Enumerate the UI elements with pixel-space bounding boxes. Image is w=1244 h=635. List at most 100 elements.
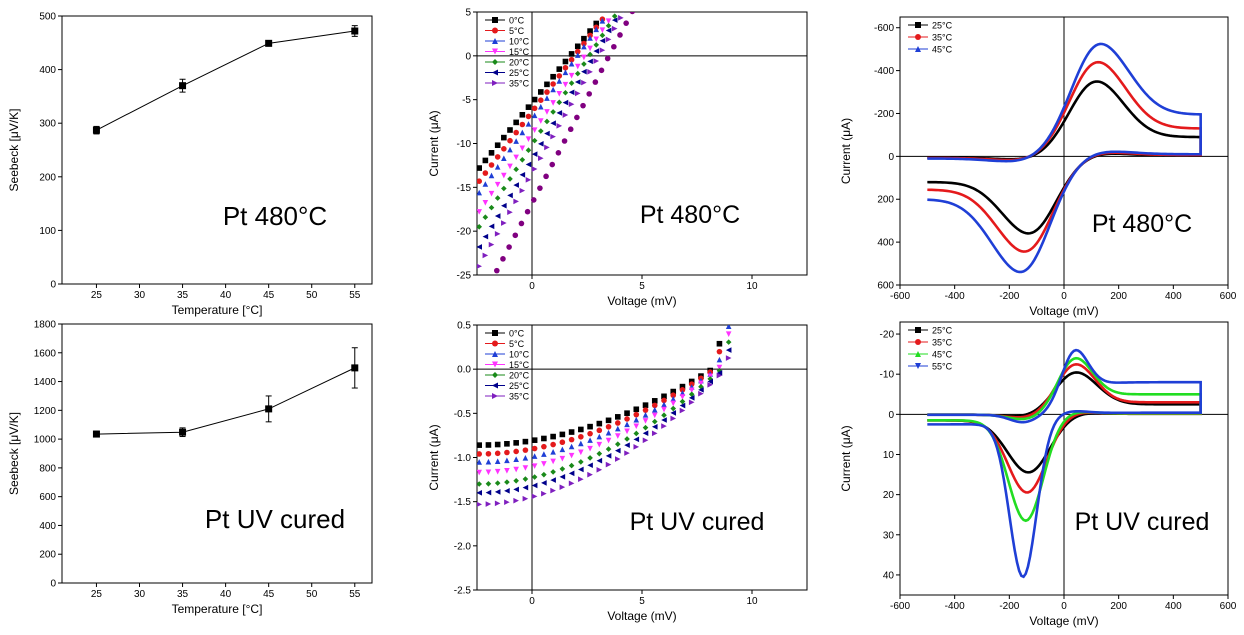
- data-point: [596, 433, 603, 440]
- data-point: [556, 66, 563, 72]
- y-tick-label: -10: [457, 139, 472, 150]
- x-tick-label: 40: [220, 290, 232, 301]
- data-point: [661, 406, 667, 413]
- data-point: [488, 172, 495, 179]
- data-point: [477, 451, 482, 457]
- data-point: [477, 209, 482, 215]
- data-point: [651, 406, 658, 413]
- data-point: [507, 146, 513, 153]
- data-point: [494, 480, 501, 486]
- data-point: [504, 457, 510, 464]
- data-point: [504, 449, 510, 456]
- data-point: [698, 380, 704, 387]
- y-tick-label: 600: [39, 492, 56, 503]
- legend-entry: 35°C: [932, 33, 953, 43]
- legend-marker: [492, 361, 498, 368]
- data-point: [550, 477, 556, 483]
- data-point: [587, 69, 593, 75]
- data-point: [624, 428, 630, 435]
- data-point: [507, 127, 513, 133]
- data-point: [531, 453, 538, 459]
- data-point: [550, 441, 556, 448]
- data-point: [544, 89, 550, 95]
- data-point: [726, 315, 732, 321]
- data-point: [716, 364, 723, 371]
- legend-entry: 5°C: [509, 339, 525, 349]
- data-point: [604, 55, 611, 62]
- y-tick-label: -25: [457, 271, 472, 282]
- data-points: [477, 315, 732, 507]
- data-point: [531, 112, 538, 119]
- data-point: [477, 263, 482, 269]
- data-point: [592, 79, 599, 85]
- data-point: [513, 166, 519, 173]
- data-point: [605, 446, 612, 452]
- data-point: [605, 453, 612, 459]
- x-tick-label: 55: [349, 589, 361, 600]
- data-point: [596, 420, 603, 427]
- data-point: [541, 461, 547, 467]
- data-point: [525, 113, 532, 120]
- legend-marker: [492, 372, 498, 378]
- chart-cv-uv: -600 -400 -200 0 200 400 600 -20 -10 0 10 20 30 40 Vol…: [839, 321, 1237, 628]
- data-point: [543, 173, 549, 180]
- data-point: [698, 390, 704, 397]
- data-point: [578, 459, 584, 465]
- x-tick-label: 25: [91, 290, 103, 301]
- y-tick-label: 200: [39, 172, 56, 183]
- data-point: [670, 395, 677, 402]
- x-axis-label: Voltage (mV): [607, 609, 676, 623]
- series-extra: [494, 12, 636, 274]
- x-tick-label: 45: [263, 589, 275, 600]
- y-tick-label: 1800: [34, 320, 57, 331]
- data-point: [596, 427, 603, 434]
- data-point: [501, 134, 507, 141]
- legend-marker: [492, 330, 498, 336]
- data-point: [522, 484, 529, 491]
- data-point: [501, 202, 507, 209]
- legend: 0°C5°C10°C15°C20°C25°C35°C: [485, 329, 530, 402]
- data-point: [488, 162, 495, 168]
- y-ticks: -20 -10 0 10 20 30 40: [880, 330, 900, 581]
- x-tick-label: -400: [945, 291, 965, 302]
- data-point: [544, 118, 550, 125]
- data-point: [618, 15, 624, 21]
- legend-marker: [915, 34, 921, 40]
- data-point: [716, 370, 723, 376]
- series-10°C: [477, 325, 732, 465]
- data-point: [544, 109, 550, 115]
- data-point: [587, 423, 593, 430]
- x-tick-label: 50: [306, 589, 318, 600]
- data-point: [550, 487, 556, 494]
- data-point: [587, 437, 593, 443]
- data-point: [513, 182, 519, 188]
- x-tick-label: 50: [306, 290, 318, 301]
- y-tick-label: 0: [888, 152, 894, 163]
- y-tick-label: 0: [888, 410, 894, 421]
- data-point: [494, 154, 501, 160]
- legend-marker: [915, 339, 921, 345]
- legend-entry: 25°C: [932, 326, 953, 336]
- data-point: [559, 431, 566, 438]
- data-point: [485, 450, 492, 457]
- data-point: [633, 444, 640, 450]
- data-point: [477, 189, 482, 196]
- data-point: [525, 121, 532, 127]
- legend-entry: 45°C: [932, 350, 953, 360]
- data-point: [522, 465, 529, 471]
- data-point: [494, 181, 501, 188]
- data-point: [488, 223, 495, 230]
- data-point: [596, 457, 603, 464]
- data-point: [568, 462, 575, 469]
- data-point: [477, 481, 482, 487]
- data-point: [624, 442, 630, 448]
- x-tick-label: 0: [1061, 291, 1067, 302]
- data-point: [568, 60, 575, 67]
- data-point: [538, 97, 544, 103]
- data-point: [624, 450, 630, 456]
- data-point: [586, 91, 592, 97]
- data-point: [477, 165, 482, 171]
- x-tick-label: 35: [177, 589, 189, 600]
- y-tick-label: -2.0: [454, 541, 472, 552]
- legend-entry: 0°C: [509, 16, 525, 26]
